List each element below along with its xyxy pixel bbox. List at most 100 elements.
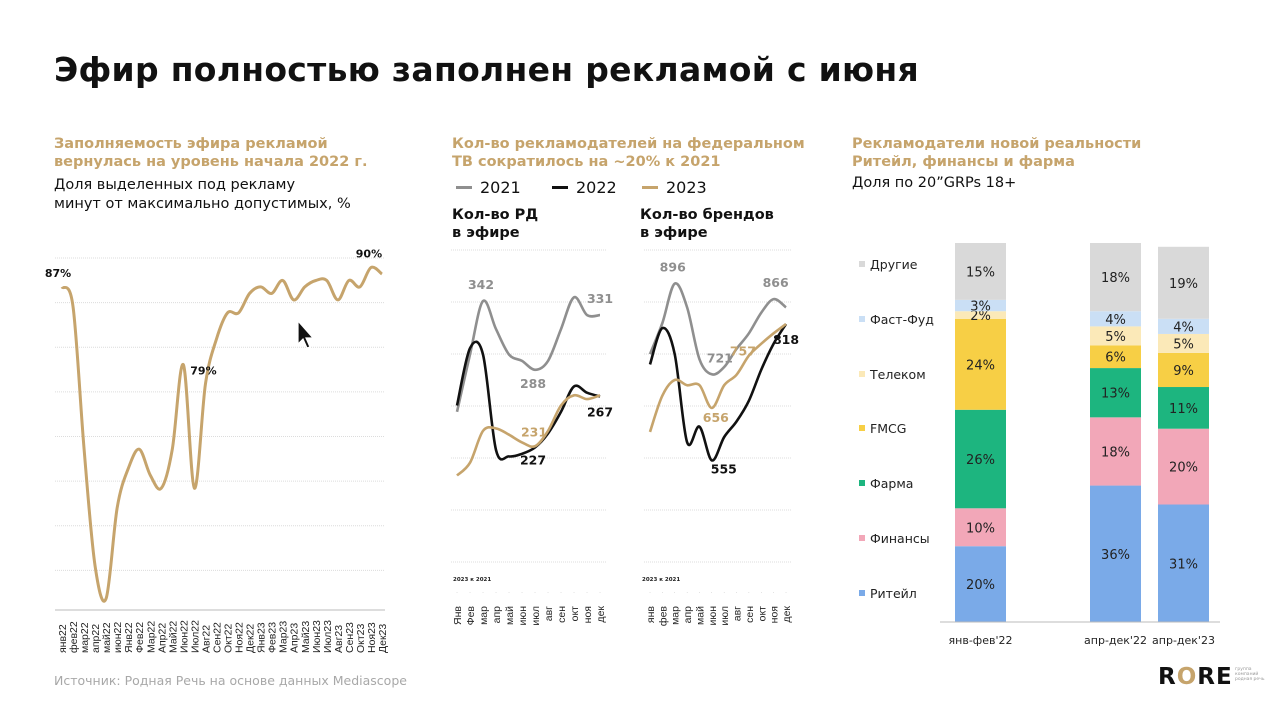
pct-placeholder: · [686,590,687,595]
data-label: 818 [773,332,799,347]
x-tick-label: окт [756,606,768,622]
series-line-2023 [456,393,601,477]
data-label: 656 [703,410,729,425]
pct-placeholder: · [662,590,663,595]
x-tick-label: Дек23 [377,624,389,653]
segment-label: 20% [1169,461,1198,476]
segment-label: 4% [1173,320,1194,335]
bar-segment [1158,333,1209,353]
x-tick-label: июн [517,606,529,626]
segment-label: 20% [966,578,995,593]
category-label: янв-фев'22 [949,634,1013,647]
legend-2023: 2023 [642,178,707,197]
right-subtitle: Доля по 20”GRPs 18+ [852,175,1017,191]
bar-segment [955,243,1006,300]
fill-line-series [60,265,383,603]
segment-label: 11% [1169,402,1198,417]
category-label: апр-дек'23 [1152,634,1215,647]
bar-segment [1090,243,1141,312]
x-tick-label: дек [781,606,793,623]
sub-chart-brands-title: Кол-во брендов в эфире [640,206,774,242]
data-label: 721 [707,350,733,365]
bar-segment [1090,345,1141,369]
x-tick-label: май [694,606,706,625]
x-tick-label: Сен23 [344,622,356,653]
pct-placeholder: · [456,590,457,595]
x-tick-label: Сен22 [211,622,223,653]
segment-label: 6% [1105,351,1126,366]
pct-placeholder: · [547,590,548,595]
pct-placeholder: · [482,590,483,595]
segment-label: 26% [966,453,995,468]
series-line-2022 [648,323,788,462]
legend-label: Финансы [870,531,930,546]
sub-chart-rd-title-line1: Кол-во РД [452,207,539,223]
data-label: 866 [763,275,789,290]
x-tick-label: Окт23 [355,623,367,653]
bar-segment [955,508,1006,547]
sub-chart-rd-title: Кол-во РД в эфире [452,206,538,242]
segment-label: 31% [1169,557,1198,572]
bar-segment [1090,417,1141,486]
x-tick-label: янв22 [57,624,69,653]
rore-logo: RORE [1158,664,1233,690]
bar-segment [955,318,1006,410]
legend-swatch [859,425,865,431]
bar-segment [1090,485,1141,622]
legend-2022-swatch [552,186,568,189]
left-heading: Заполняемость эфира рекламой вернулась н… [54,135,367,171]
right-heading-line1: Рекламодатели новой реальности [852,136,1142,152]
legend-swatch [859,316,865,322]
x-tick-label: Июн22 [178,620,190,653]
series-line-2021 [455,295,601,413]
pct-placeholder: · [711,590,712,595]
x-tick-label: Фев [465,606,477,626]
legend-2023-swatch [642,186,658,189]
left-subtitle: Доля выделенных под рекламу минут от мак… [54,176,351,214]
pct-placeholder: · [699,590,700,595]
x-tick-label: июн [707,606,719,626]
x-tick-label: фев [657,606,669,626]
pct-placeholder: · [761,590,762,595]
segment-label: 15% [966,265,995,280]
x-tick-label: окт [569,606,581,622]
sub-chart-rd-title-line2: в эфире [452,225,520,241]
bar-segment [1090,326,1141,346]
data-label: 288 [520,376,546,391]
legend-swatch [859,590,865,596]
bar-segment [1158,246,1209,319]
pct-placeholder: · [469,590,470,595]
data-label: 331 [587,291,613,306]
x-tick-label: фев22 [68,621,80,653]
pct-placeholder: · [521,590,522,595]
segment-label: 3% [970,300,991,315]
legend-2021-swatch [456,186,472,189]
left-heading-line2: вернулась на уровень начала 2022 г. [54,154,368,170]
data-label: 267 [587,405,613,420]
x-tick-label: авг [732,606,744,621]
legend-label: Телеком [869,367,926,382]
x-tick-label: мар [478,606,490,625]
x-tick-label: Июл23 [322,620,334,653]
bar-segment [955,409,1006,509]
data-label: 231 [521,424,547,439]
pct-placeholder: · [508,590,509,595]
data-label: 87% [45,267,71,280]
bar-segment [955,299,1006,312]
right-heading-line2: Ритейл, финансы и фарма [852,154,1075,170]
bar-segment [1158,352,1209,388]
middle-heading-line1: Кол-во рекламодателей на федеральном [452,136,805,152]
x-tick-label: сен [556,606,568,623]
sub-chart-brands-title-line2: в эфире [640,225,708,241]
x-tick-label: Янв22 [123,622,135,653]
logo-o: O [1176,664,1198,690]
left-subtitle-line1: Доля выделенных под рекламу [54,177,296,193]
x-tick-label: Авг22 [200,625,212,653]
x-tick-label: Дек22 [245,624,257,653]
pct-placeholder: · [560,590,561,595]
x-tick-label: мар [670,606,682,625]
pct-placeholder: · [573,590,574,595]
bar-segment [1090,368,1141,418]
source-note: Источник: Родная Речь на основе данных M… [54,673,407,688]
